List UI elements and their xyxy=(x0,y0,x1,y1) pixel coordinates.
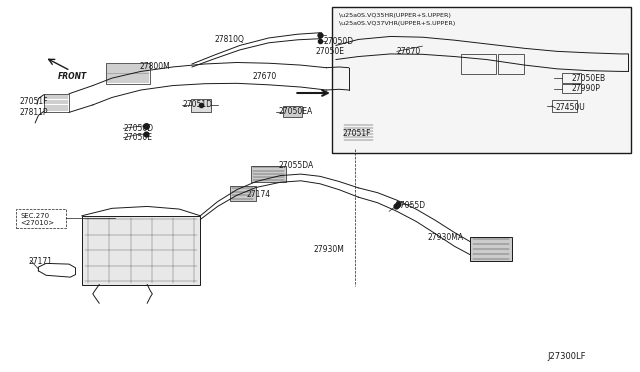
Text: \u25a0S.VQ35HR(UPPER+S.UPPER): \u25a0S.VQ35HR(UPPER+S.UPPER) xyxy=(339,13,451,18)
Text: 27670: 27670 xyxy=(397,47,421,56)
Bar xyxy=(106,63,150,84)
Text: 27811P: 27811P xyxy=(19,108,48,117)
Text: 27800M: 27800M xyxy=(140,62,170,71)
Text: 27050E: 27050E xyxy=(316,47,344,56)
Text: 27930MA: 27930MA xyxy=(428,233,463,242)
Text: 27450U: 27450U xyxy=(556,103,585,112)
Text: 27050EA: 27050EA xyxy=(278,107,313,116)
Bar xyxy=(562,84,581,93)
Text: 27055DA: 27055DA xyxy=(278,161,314,170)
Bar xyxy=(461,54,496,74)
Text: <27010>: <27010> xyxy=(20,220,54,226)
Text: 27051F: 27051F xyxy=(19,97,48,106)
Text: 27174: 27174 xyxy=(246,190,271,199)
Text: J27300LF: J27300LF xyxy=(547,352,586,361)
Text: \u25a0S.VQ37VHR(UPPER+S.UPPER): \u25a0S.VQ37VHR(UPPER+S.UPPER) xyxy=(339,20,456,26)
Bar xyxy=(191,99,211,112)
Bar xyxy=(230,186,256,201)
Bar xyxy=(470,237,512,261)
Text: 27930M: 27930M xyxy=(314,246,344,254)
Bar xyxy=(342,124,374,141)
Bar xyxy=(552,100,577,112)
Text: 27051D: 27051D xyxy=(182,100,212,109)
Text: 27051F: 27051F xyxy=(342,129,371,138)
Text: 27050E: 27050E xyxy=(124,133,152,142)
Bar xyxy=(283,106,302,117)
Bar xyxy=(44,94,69,112)
Text: 27810Q: 27810Q xyxy=(214,35,244,44)
Text: 27670: 27670 xyxy=(253,72,277,81)
Text: 27055D: 27055D xyxy=(396,201,426,210)
Bar xyxy=(498,54,524,74)
Text: 27050D: 27050D xyxy=(124,124,154,133)
Bar xyxy=(16,209,66,228)
Bar xyxy=(82,216,200,285)
Text: 27050D: 27050D xyxy=(323,37,353,46)
Text: SEC.270: SEC.270 xyxy=(20,213,50,219)
Bar xyxy=(562,73,581,83)
Bar xyxy=(251,166,286,182)
Text: 27171: 27171 xyxy=(29,257,52,266)
Text: 27990P: 27990P xyxy=(572,84,600,93)
Bar xyxy=(332,7,631,153)
Text: 27050EB: 27050EB xyxy=(572,74,605,83)
Text: FRONT: FRONT xyxy=(58,72,87,81)
